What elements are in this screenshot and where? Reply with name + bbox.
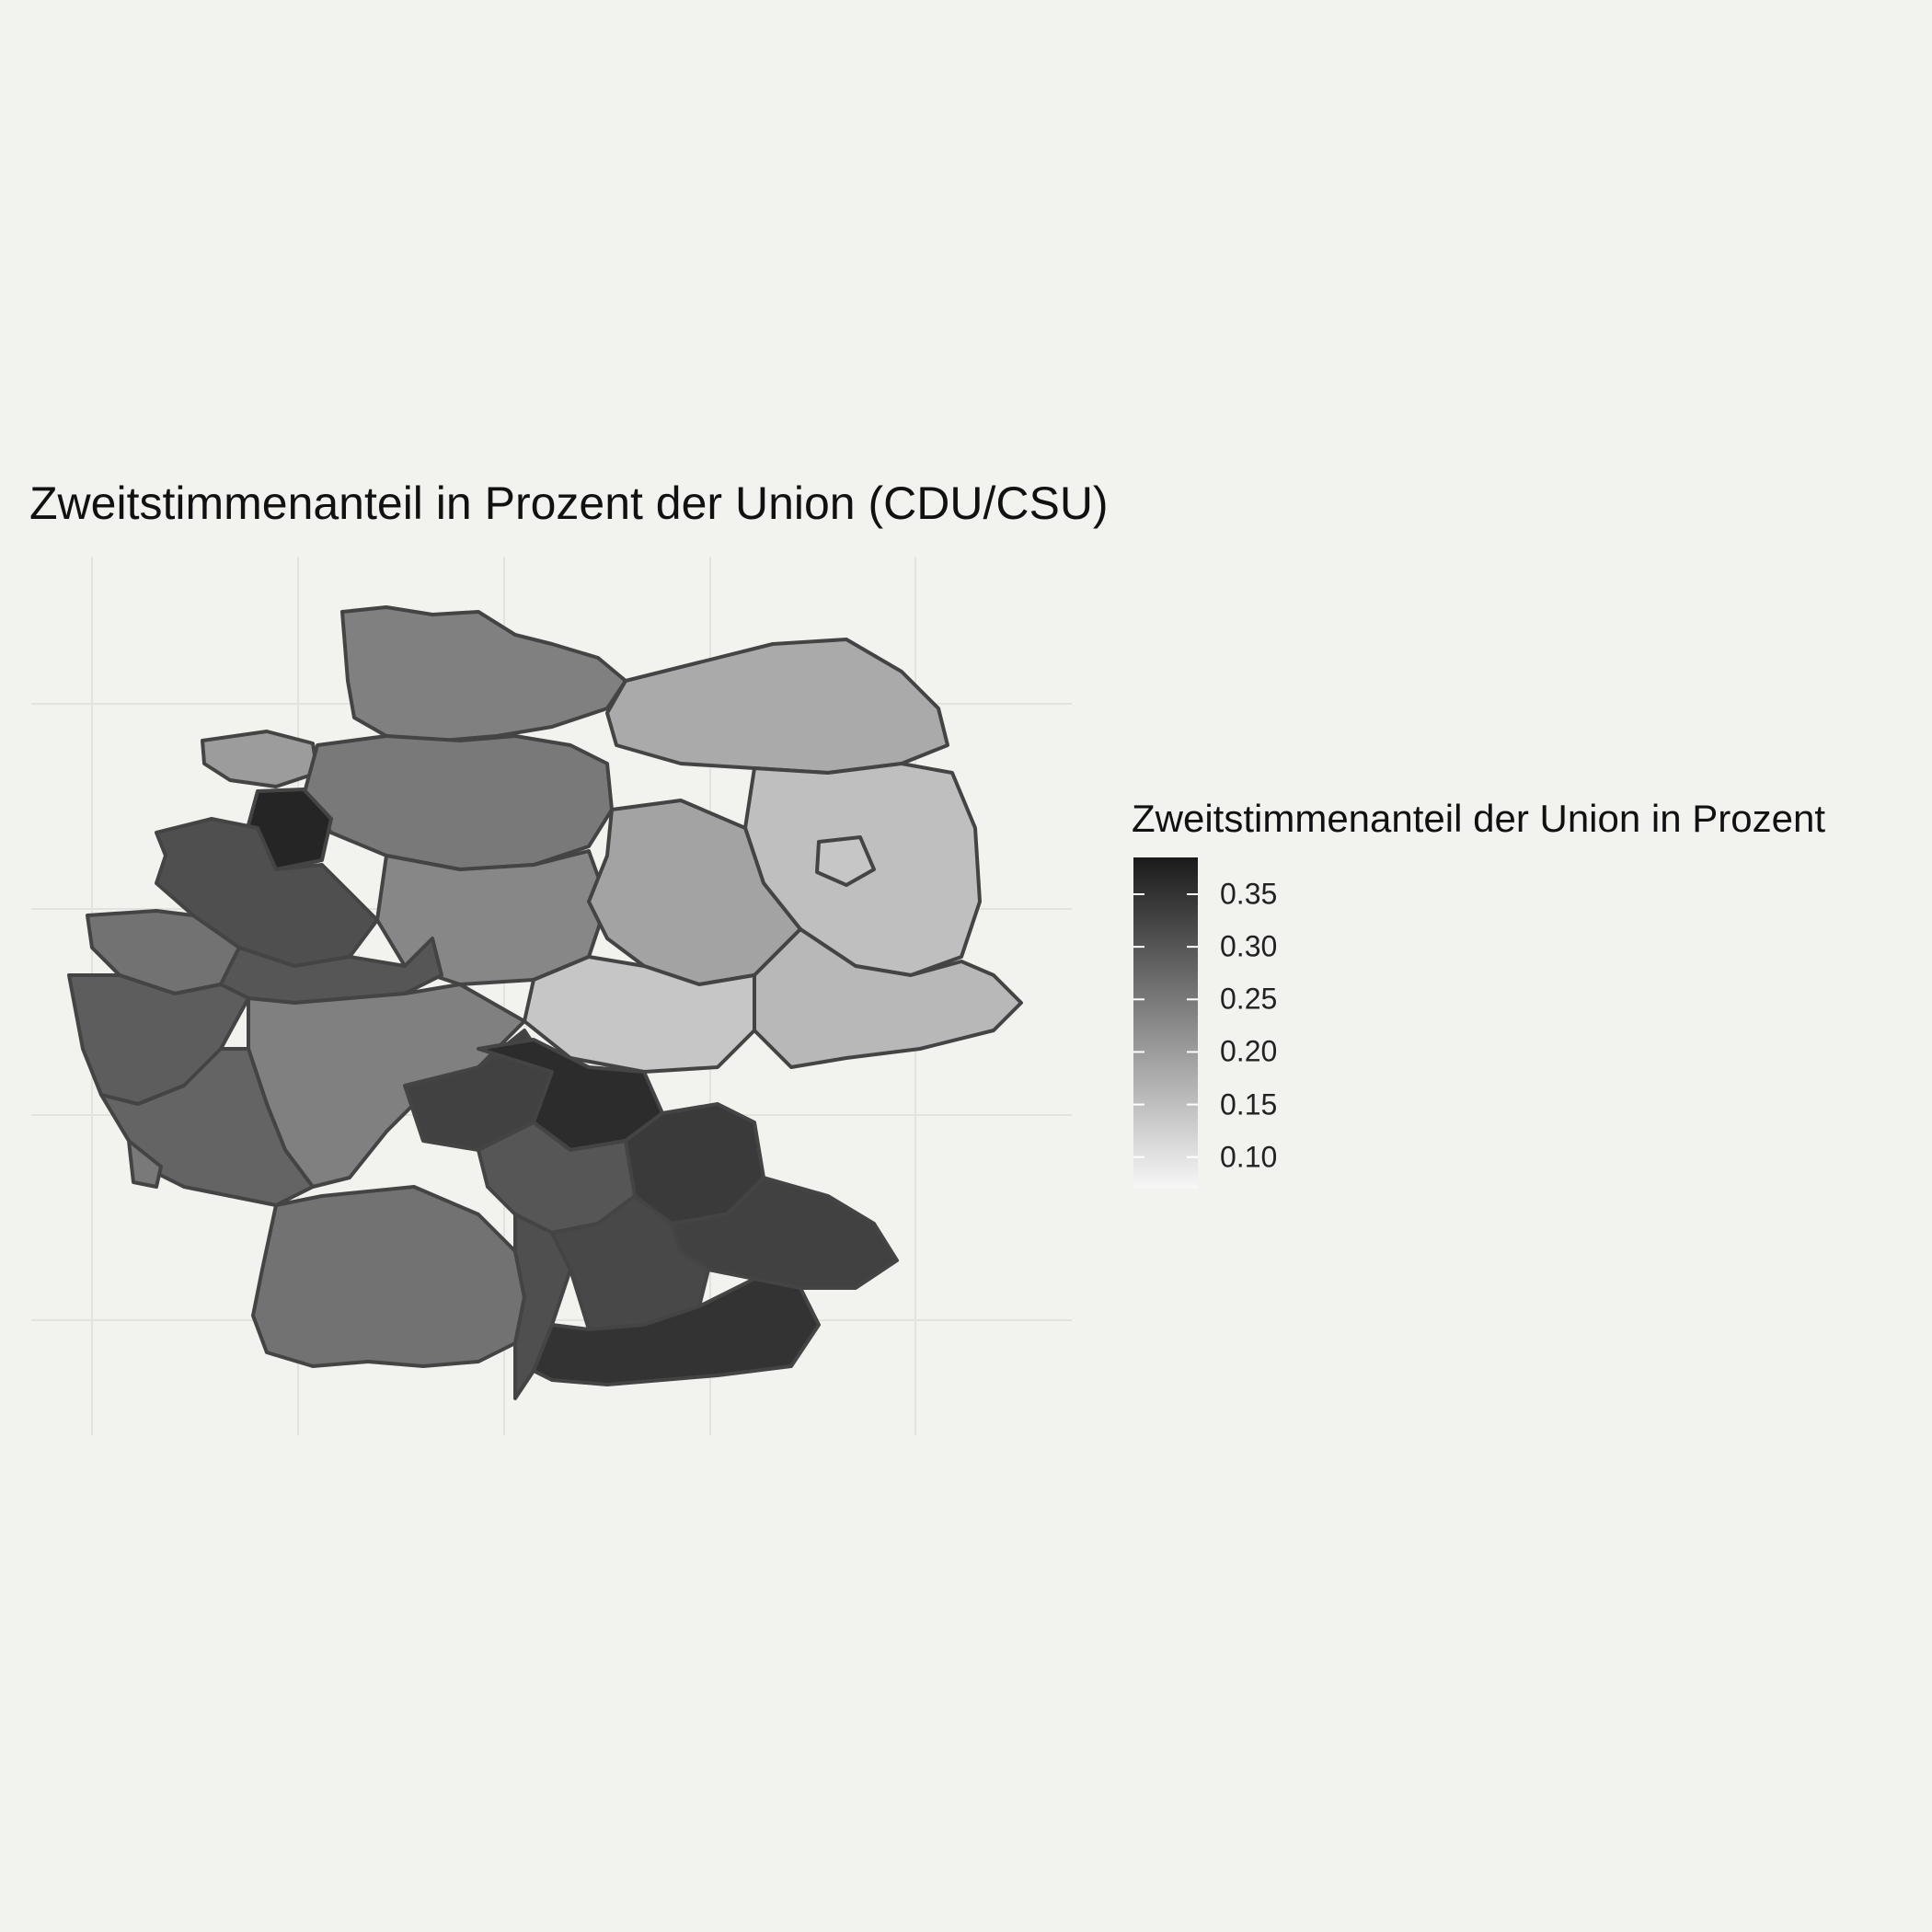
map-title: Zweitstimmenanteil in Prozent der Union … bbox=[29, 477, 1109, 529]
map-region bbox=[251, 1185, 526, 1368]
map-region bbox=[605, 638, 949, 775]
map-region bbox=[532, 1277, 821, 1386]
legend-tick-label: 0.25 bbox=[1220, 982, 1278, 1016]
map-region bbox=[550, 1194, 710, 1331]
legend-tick-label: 0.35 bbox=[1220, 877, 1278, 911]
map-region bbox=[523, 955, 756, 1074]
map-region bbox=[127, 1139, 163, 1189]
map-region bbox=[815, 835, 876, 887]
legend-tick-label: 0.10 bbox=[1220, 1140, 1278, 1174]
map-region bbox=[340, 605, 627, 742]
legend-tick-label: 0.30 bbox=[1220, 929, 1278, 963]
legend-tick-label: 0.15 bbox=[1220, 1087, 1278, 1121]
legend-colorbar bbox=[1133, 857, 1198, 1189]
legend-title: Zweitstimmenanteil der Union in Prozent bbox=[1132, 797, 1825, 840]
map-region bbox=[201, 730, 319, 788]
legend-tick-label: 0.20 bbox=[1220, 1034, 1278, 1068]
map-region bbox=[302, 734, 614, 871]
